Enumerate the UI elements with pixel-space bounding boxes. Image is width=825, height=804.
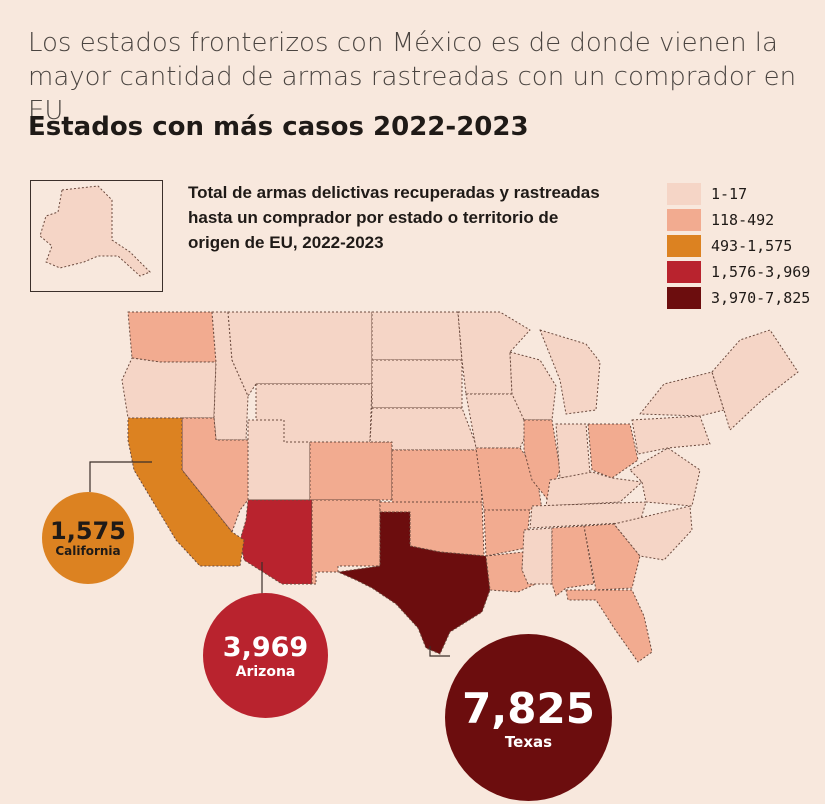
state-indiana (555, 423, 591, 479)
legend-item: 3,970-7,825 (667, 287, 810, 309)
legend-item: 493-1,575 (667, 235, 810, 257)
legend-item: 1-17 (667, 183, 810, 205)
california-value: 1,575 (50, 517, 126, 545)
state-texas (337, 511, 491, 655)
california-callout: 1,575 California (42, 492, 134, 584)
legend-label: 1-17 (711, 185, 748, 203)
legend-swatch (667, 287, 701, 309)
state-washington (127, 311, 217, 363)
state-michigan (539, 329, 601, 415)
legend-swatch (667, 183, 701, 205)
state-new-england (711, 329, 799, 431)
texas-value: 7,825 (462, 683, 595, 733)
legend-label: 493-1,575 (711, 237, 793, 255)
state-california (127, 417, 245, 567)
legend: 1-17 118-492 493-1,575 1,576-3,969 3,970… (667, 183, 810, 313)
state-wisconsin (509, 351, 557, 421)
legend-label: 1,576-3,969 (711, 263, 811, 281)
state-montana (227, 311, 373, 397)
state-new-york (639, 371, 725, 417)
legend-item: 1,576-3,969 (667, 261, 810, 283)
legend-swatch (667, 261, 701, 283)
arizona-callout: 3,969 Arizona (203, 593, 328, 718)
texas-label: Texas (504, 732, 553, 751)
state-alaska (39, 185, 151, 277)
alaska-inset (30, 180, 163, 292)
state-north-dakota (371, 311, 463, 361)
state-tennessee (529, 501, 647, 529)
legend-label: 118-492 (711, 211, 775, 229)
state-arizona (239, 499, 313, 585)
california-label: California (55, 544, 121, 558)
legend-item: 118-492 (667, 209, 810, 231)
state-mississippi (521, 527, 553, 585)
legend-swatch (667, 209, 701, 231)
state-minnesota (457, 311, 531, 395)
state-south-dakota (371, 359, 463, 409)
state-georgia (583, 523, 641, 591)
state-carolinas (613, 505, 693, 561)
state-oregon (121, 357, 217, 419)
california-leader (89, 461, 152, 492)
state-kansas (391, 449, 483, 503)
subtitle: Estados con más casos 2022-2023 (28, 112, 529, 142)
state-nevada (181, 417, 249, 533)
map-description: Total de armas delictivas recuperadas y … (188, 183, 600, 252)
texas-callout: 7,825 Texas (445, 634, 612, 801)
legend-swatch (667, 235, 701, 257)
legend-label: 3,970-7,825 (711, 289, 811, 307)
state-florida (565, 589, 653, 663)
headline: Los estados fronterizos con México es de… (28, 28, 797, 126)
arizona-value: 3,969 (222, 631, 309, 663)
state-missouri (475, 447, 543, 511)
arizona-label: Arizona (235, 663, 296, 680)
texas-leader (429, 646, 450, 657)
state-pennsylvania (631, 415, 711, 455)
state-virginia (629, 447, 701, 507)
state-ohio (587, 423, 639, 479)
state-colorado (309, 441, 393, 501)
